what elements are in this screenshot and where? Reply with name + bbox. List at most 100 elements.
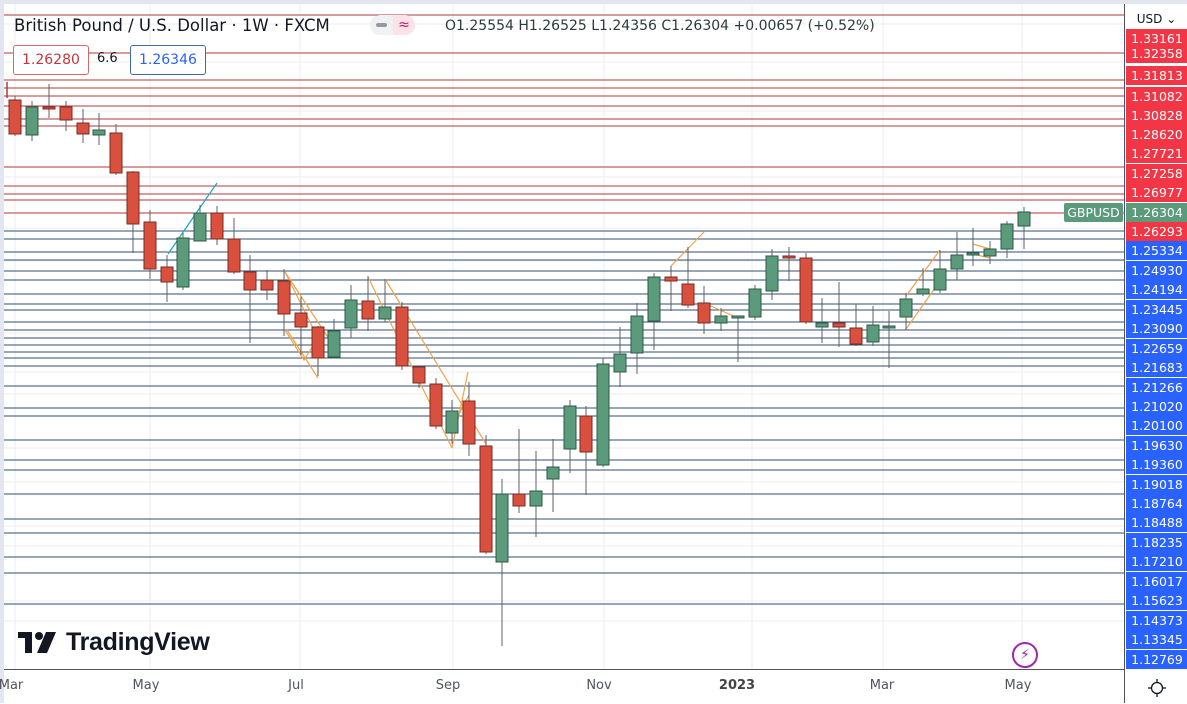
resistance-price-label: 1.33161 bbox=[1126, 29, 1187, 48]
candle bbox=[630, 303, 644, 374]
candle bbox=[8, 96, 22, 136]
candle bbox=[277, 269, 291, 336]
time-tick-label: May bbox=[132, 678, 160, 693]
time-axis[interactable]: Mar May Jul Sep Nov 2023 Mar May bbox=[0, 669, 1124, 704]
support-price-label: 1.19360 bbox=[1126, 455, 1187, 474]
tradingview-logo[interactable]: TradingView bbox=[18, 628, 210, 657]
candle bbox=[596, 358, 610, 467]
resistance-price-label: 1.31082 bbox=[1126, 87, 1187, 106]
candle bbox=[933, 250, 947, 293]
support-price-label: 1.24930 bbox=[1126, 261, 1187, 280]
support-price-label: 1.21266 bbox=[1126, 378, 1187, 397]
resistance-price-label: 1.26977 bbox=[1126, 183, 1187, 202]
symbol-title[interactable]: British Pound / U.S. Dollar · 1W · FXCM bbox=[14, 16, 330, 35]
candle bbox=[983, 241, 997, 264]
support-price-label: 1.24194 bbox=[1126, 280, 1187, 299]
left-border bbox=[0, 0, 4, 703]
candle bbox=[832, 282, 846, 347]
chart-plot-area[interactable] bbox=[4, 4, 1124, 669]
candle bbox=[193, 205, 207, 242]
candle bbox=[849, 304, 863, 346]
candle bbox=[395, 302, 409, 370]
support-price-label: 1.21683 bbox=[1126, 358, 1187, 377]
time-tick-label: Nov bbox=[586, 678, 612, 693]
candle bbox=[412, 366, 426, 388]
candle bbox=[882, 311, 896, 368]
candle bbox=[59, 101, 73, 131]
candle bbox=[866, 306, 880, 346]
candle bbox=[731, 315, 745, 362]
support-price-label: 1.18764 bbox=[1126, 494, 1187, 513]
current-price-label: 1.26304 bbox=[1126, 203, 1187, 222]
candle bbox=[210, 206, 224, 245]
candle bbox=[748, 285, 762, 320]
candle bbox=[445, 400, 459, 444]
ohlc-values: O1.25554 H1.26525 L1.24356 C1.26304 +0.0… bbox=[445, 18, 875, 34]
symbol-price-tag: GBPUSD bbox=[1064, 203, 1123, 222]
candle bbox=[782, 247, 796, 281]
support-price-label: 1.18235 bbox=[1126, 533, 1187, 552]
support-price-label: 1.16017 bbox=[1126, 572, 1187, 591]
time-tick-label: 2023 bbox=[718, 678, 756, 693]
support-price-label: 1.22659 bbox=[1126, 339, 1187, 358]
grid-lines bbox=[4, 4, 1124, 669]
resistance-price-label: 1.31813 bbox=[1126, 66, 1187, 85]
candle bbox=[495, 479, 509, 646]
support-price-label: 1.13345 bbox=[1126, 630, 1187, 649]
candle bbox=[462, 382, 476, 456]
sell-price-button[interactable]: 1.26280 bbox=[13, 45, 89, 75]
spread-value: 6.6 bbox=[97, 51, 118, 66]
support-price-label: 1.25334 bbox=[1126, 241, 1187, 260]
settings-gear-icon[interactable] bbox=[1147, 678, 1167, 698]
candle bbox=[109, 124, 123, 175]
support-price-label: 1.19630 bbox=[1126, 436, 1187, 455]
time-tick-label: Mar bbox=[869, 678, 895, 693]
lightning-icon[interactable]: ⚡ bbox=[1012, 642, 1038, 668]
candle bbox=[25, 101, 39, 141]
support-price-label: 1.26293 bbox=[1126, 222, 1187, 241]
price-axis[interactable]: USD ⌄ 1.33161 1.32358 1.31813 1.31082 1.3082… bbox=[1124, 4, 1187, 703]
candle bbox=[899, 293, 913, 330]
candlesticks bbox=[8, 84, 1031, 646]
currency-selector[interactable]: USD ⌄ bbox=[1136, 12, 1177, 26]
candle bbox=[227, 218, 241, 274]
horizontal-levels bbox=[4, 14, 1124, 605]
time-tick-label: May bbox=[1004, 678, 1032, 693]
candle bbox=[294, 297, 308, 355]
candle bbox=[546, 439, 560, 512]
candle bbox=[479, 435, 493, 554]
candle bbox=[765, 249, 779, 300]
support-price-label: 1.23090 bbox=[1126, 319, 1187, 338]
support-price-label: 1.14373 bbox=[1126, 611, 1187, 630]
support-price-label: 1.12769 bbox=[1126, 650, 1187, 669]
candle bbox=[815, 298, 829, 343]
minus-icon[interactable] bbox=[376, 23, 387, 27]
resistance-price-label: 1.27258 bbox=[1126, 164, 1187, 183]
candle bbox=[260, 270, 274, 300]
approx-icon[interactable]: ≈ bbox=[393, 15, 415, 35]
candle bbox=[92, 113, 106, 145]
resistance-price-label: 1.30828 bbox=[1126, 106, 1187, 125]
candle bbox=[714, 308, 728, 331]
tradingview-logo-icon bbox=[18, 631, 56, 653]
support-price-label: 1.21020 bbox=[1126, 397, 1187, 416]
candle bbox=[563, 400, 577, 473]
candle bbox=[160, 255, 174, 302]
support-price-label: 1.19018 bbox=[1126, 475, 1187, 494]
candle bbox=[613, 327, 627, 387]
candle bbox=[664, 266, 678, 311]
candle bbox=[361, 276, 375, 331]
top-border bbox=[0, 0, 1187, 4]
buy-price-button[interactable]: 1.26346 bbox=[130, 45, 206, 75]
legend-toggle-pill[interactable]: ≈ bbox=[370, 15, 415, 35]
time-tick-label: Mar bbox=[0, 678, 24, 693]
tradingview-wordmark: TradingView bbox=[66, 628, 210, 656]
resistance-price-label: 1.32358 bbox=[1126, 44, 1187, 63]
candle bbox=[429, 378, 443, 429]
support-price-label: 1.18488 bbox=[1126, 513, 1187, 532]
candle bbox=[344, 285, 358, 338]
candle bbox=[697, 286, 711, 334]
candle bbox=[327, 319, 341, 358]
candle bbox=[243, 255, 257, 343]
candle bbox=[681, 247, 695, 308]
